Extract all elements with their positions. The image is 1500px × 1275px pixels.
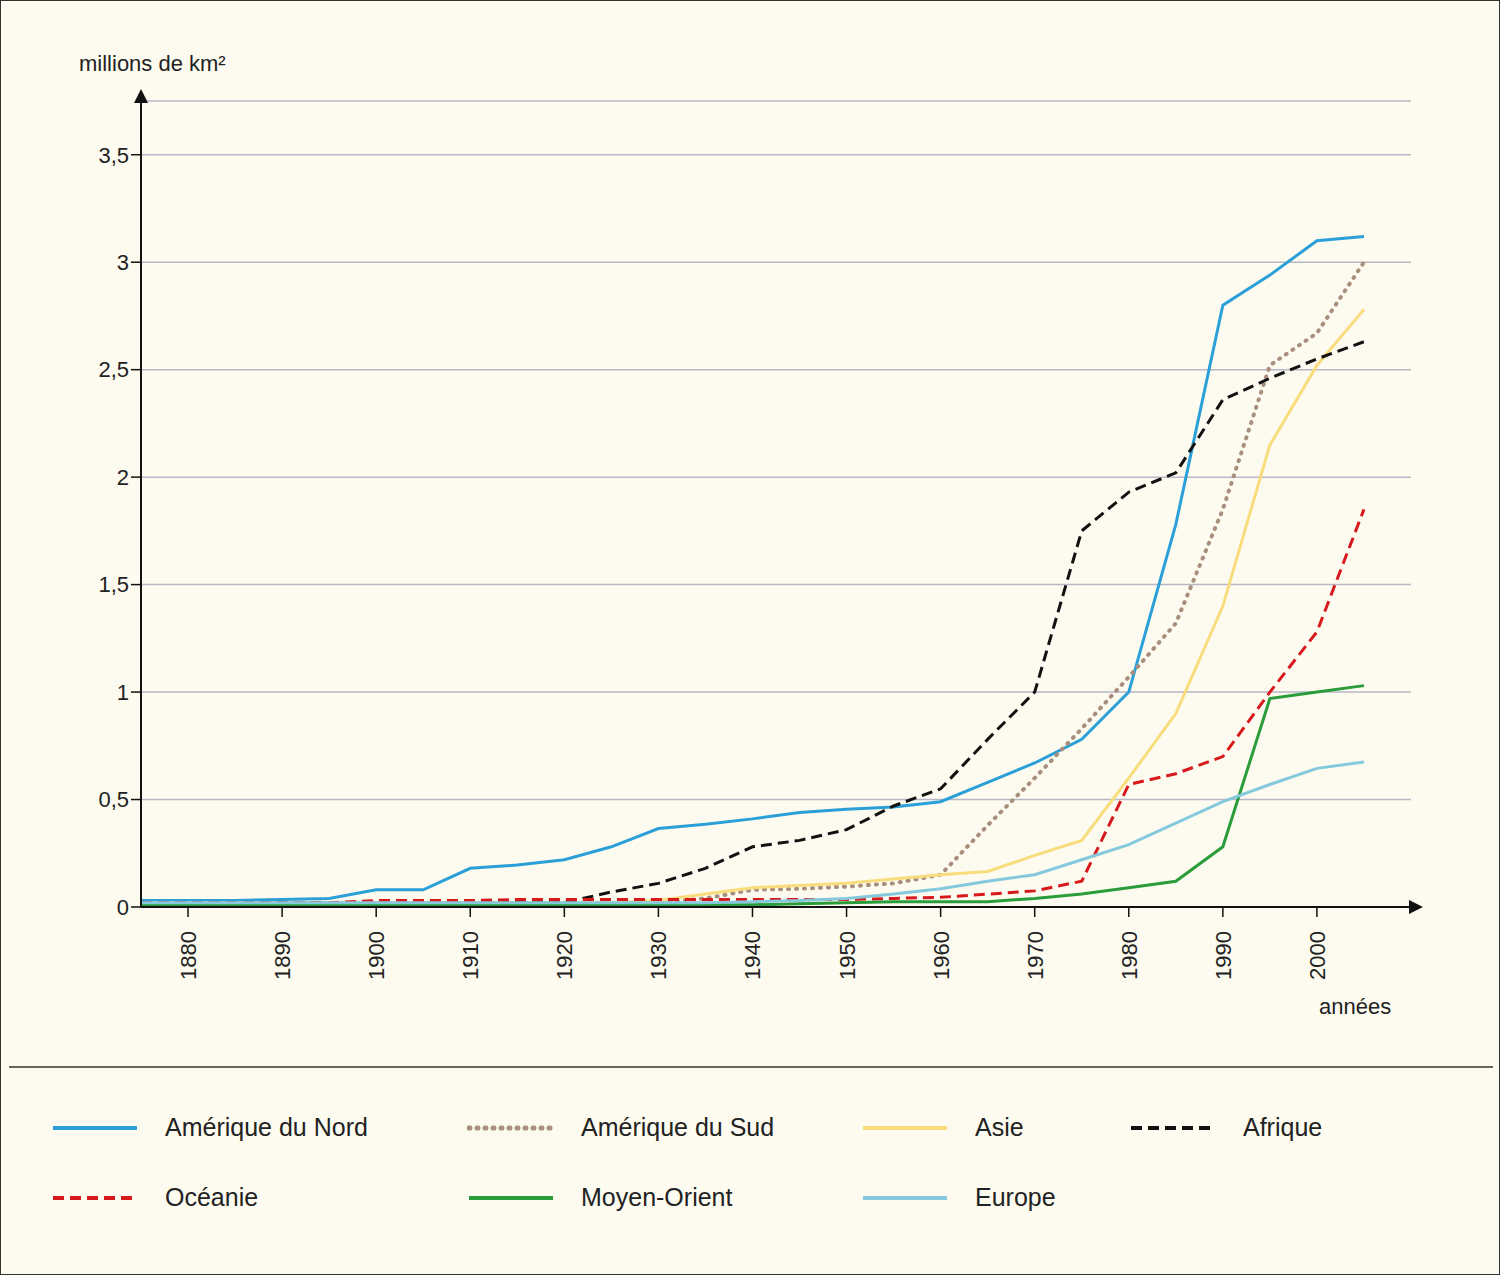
html-text:Asie: Asie — [975, 1113, 1024, 1141]
svg-text:1920: 1920 — [552, 931, 577, 980]
html-text:millions de km²: millions de km² — [79, 51, 226, 76]
html-text:années: années — [1319, 994, 1392, 1019]
svg-text:1960: 1960 — [929, 931, 954, 980]
svg-text:3,5: 3,5 — [98, 143, 129, 168]
svg-text:1890: 1890 — [270, 931, 295, 980]
svg-text:1950: 1950 — [835, 931, 860, 980]
svg-text:1880: 1880 — [176, 931, 201, 980]
svg-text:1910: 1910 — [458, 931, 483, 980]
svg-text:2,5: 2,5 — [98, 357, 129, 382]
svg-text:1900: 1900 — [364, 931, 389, 980]
svg-text:0: 0 — [117, 895, 129, 920]
html-text:Moyen-Orient: Moyen-Orient — [581, 1183, 733, 1211]
svg-text:1990: 1990 — [1211, 931, 1236, 980]
svg-text:2000: 2000 — [1305, 931, 1330, 980]
html-text:Afrique: Afrique — [1243, 1113, 1323, 1141]
svg-text:2: 2 — [117, 465, 129, 490]
svg-text:1,5: 1,5 — [98, 572, 129, 597]
html-text:Amérique du Nord: Amérique du Nord — [165, 1113, 368, 1141]
svg-text:1930: 1930 — [646, 931, 671, 980]
svg-text:1940: 1940 — [740, 931, 765, 980]
svg-text:0,5: 0,5 — [98, 787, 129, 812]
html-text:Océanie: Océanie — [165, 1183, 259, 1211]
svg-text:1970: 1970 — [1023, 931, 1048, 980]
html-text:Europe: Europe — [975, 1183, 1056, 1211]
svg-text:1980: 1980 — [1117, 931, 1142, 980]
svg-text:3: 3 — [117, 250, 129, 275]
svg-text:1: 1 — [117, 680, 129, 705]
html-text:Amérique du Sud: Amérique du Sud — [581, 1113, 775, 1141]
